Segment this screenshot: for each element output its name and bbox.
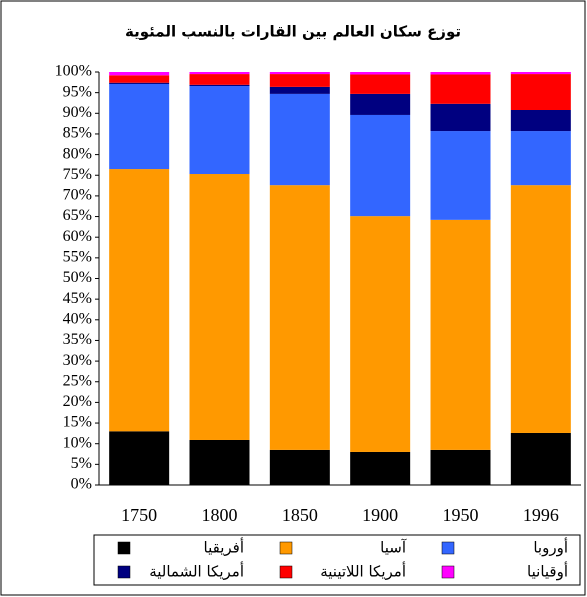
bar-segment — [430, 103, 491, 132]
x-tick-label: 1850 — [282, 505, 318, 525]
bar-segment — [189, 72, 250, 75]
y-tick-label: 30% — [63, 352, 92, 369]
x-tick-label: 1996 — [523, 505, 559, 525]
bar-segment — [350, 216, 411, 452]
bar-segment — [269, 86, 330, 94]
bar-segment — [510, 432, 571, 485]
bar-segment — [430, 131, 491, 220]
bar-segment — [189, 84, 250, 87]
legend-swatch — [441, 541, 455, 555]
bar-segment — [350, 114, 411, 217]
bar-segment — [430, 219, 491, 450]
legend-label: أوقيانيا — [527, 562, 568, 581]
bar-segment — [269, 449, 330, 485]
bar-segment — [510, 109, 571, 132]
y-tick-label: 95% — [63, 83, 92, 100]
bar-segment — [510, 131, 571, 186]
legend-swatch — [279, 541, 293, 555]
y-tick-label: 35% — [63, 331, 92, 348]
y-tick-label: 25% — [63, 372, 92, 389]
bar-segment — [269, 74, 330, 87]
bar-segment — [109, 82, 170, 84]
bar-segment — [430, 74, 491, 104]
legend-label: أوروبا — [533, 538, 568, 557]
x-tick-label: 1800 — [202, 505, 238, 525]
y-tick-label: 5% — [71, 455, 92, 472]
y-tick-label: 15% — [63, 414, 92, 431]
bar-segment — [269, 93, 330, 186]
x-tick-label: 1900 — [362, 505, 398, 525]
bar-segment — [510, 74, 571, 110]
bar-segment — [350, 451, 411, 485]
x-tick-label: 1750 — [121, 505, 157, 525]
bar-segment — [350, 72, 411, 75]
bar-segment — [430, 449, 491, 485]
bar-segment — [510, 185, 571, 433]
y-tick-label: 20% — [63, 393, 92, 410]
legend-swatch — [441, 565, 455, 579]
legend-swatch — [117, 565, 131, 579]
y-tick-label: 45% — [63, 290, 92, 307]
bar-segment — [510, 72, 571, 75]
bar-segment — [350, 74, 411, 94]
legend-label: أمريكا اللاتينية — [320, 562, 406, 581]
y-tick-label: 70% — [63, 187, 92, 204]
bar-segment — [350, 93, 411, 115]
bar-segment — [189, 74, 250, 85]
y-tick-label: 40% — [63, 310, 92, 327]
bar-segment — [189, 439, 250, 485]
bar-segment — [189, 174, 250, 440]
chart-title: توزع سكان العالم بين القارات بالنسب المئ… — [125, 23, 461, 41]
bar-segment — [430, 72, 491, 75]
legend-swatch — [117, 541, 131, 555]
y-tick-label: 85% — [63, 125, 92, 142]
y-tick-label: 90% — [63, 104, 92, 121]
bar-segment — [269, 72, 330, 75]
legend-box — [93, 534, 581, 586]
legend-label: أمريكا الشمالية — [149, 562, 244, 581]
bar-segment — [109, 169, 170, 432]
bar-segment — [109, 75, 170, 83]
bar-segment — [269, 185, 330, 450]
y-tick-label: 75% — [63, 166, 92, 183]
bar-segment — [109, 72, 170, 76]
y-tick-label: 10% — [63, 434, 92, 451]
legend-label: أفريقيا — [204, 538, 244, 557]
legend-swatch — [279, 565, 293, 579]
bar-segment — [109, 83, 170, 170]
x-tick-label: 1950 — [443, 505, 479, 525]
legend-label: آسيا — [380, 539, 407, 557]
y-tick-label: 80% — [63, 145, 92, 162]
y-tick-label: 55% — [63, 249, 92, 266]
y-tick-label: 60% — [63, 228, 92, 245]
bar-segment — [189, 86, 250, 175]
y-tick-label: 100% — [55, 63, 92, 80]
y-tick-label: 50% — [63, 269, 92, 286]
y-tick-label: 65% — [63, 207, 92, 224]
bar-segment — [109, 431, 170, 485]
y-tick-label: 0% — [71, 476, 92, 493]
